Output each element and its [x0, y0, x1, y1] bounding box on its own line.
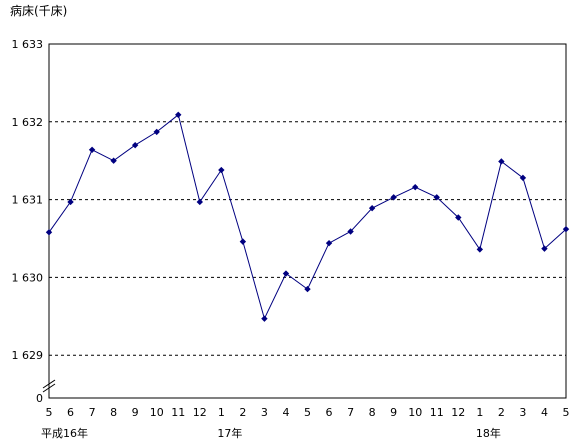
axis-break-mark	[42, 383, 56, 393]
data-point	[541, 245, 548, 252]
data-point	[390, 194, 397, 201]
data-point	[412, 183, 419, 191]
x-tick-label: 9	[390, 406, 397, 419]
x-tick-label: 6	[67, 406, 74, 419]
axis-break-icon	[42, 379, 56, 393]
x-tick-label: 11	[430, 406, 444, 419]
y-tick-labels: 1 633 1 632 1 631 1 630 1 629 0	[12, 38, 44, 405]
data-point	[88, 146, 96, 154]
x-tick-label: 10	[408, 406, 422, 419]
x-tick-label: 9	[132, 406, 139, 419]
x-tick-label: 5	[46, 406, 53, 419]
y-tick-label: 1 632	[12, 116, 44, 129]
data-point	[433, 194, 440, 201]
data-point	[261, 315, 268, 322]
data-point	[153, 128, 160, 136]
data-point	[325, 239, 333, 247]
data-point	[455, 214, 462, 221]
data-points	[45, 111, 570, 322]
x-tick-label: 8	[369, 406, 376, 419]
data-point	[347, 228, 354, 235]
x-tick-label: 7	[347, 406, 354, 419]
x-tick-label: 1	[476, 406, 483, 419]
x-tick-label: 4	[541, 406, 548, 419]
x-tick-label: 12	[193, 406, 207, 419]
y-tick-label: 1 629	[12, 349, 44, 362]
y-tick-label: 1 631	[12, 194, 44, 207]
era-label: 17年	[217, 426, 242, 440]
data-point	[476, 246, 484, 253]
data-point	[498, 158, 505, 165]
axis-break-mark	[42, 379, 56, 389]
x-tick-label: 4	[282, 406, 289, 419]
y-axis-unit-label: 病床(千床)	[10, 4, 68, 18]
data-point	[110, 157, 117, 164]
data-point	[67, 198, 74, 206]
x-tick-label: 10	[150, 406, 164, 419]
y-tick-label: 1 630	[12, 271, 44, 284]
data-point	[368, 204, 376, 212]
x-tick-label: 5	[304, 406, 311, 419]
plot-area	[48, 43, 567, 399]
data-point	[304, 285, 311, 293]
x-tick-label: 12	[451, 406, 465, 419]
x-tick-label: 3	[261, 406, 268, 419]
x-tick-labels: 5 6 7 8 9 10 11 12 1 2 3 4 5 6 7 8 9 10 11 12 1 2 3 4 5	[46, 406, 570, 419]
x-tick-label: 1	[218, 406, 225, 419]
x-tick-label: 11	[171, 406, 185, 419]
era-label: 18年	[476, 426, 501, 440]
x-tick-label: 2	[239, 406, 246, 419]
data-point	[519, 174, 527, 182]
x-tick-label: 3	[519, 406, 526, 419]
x-tick-label: 7	[89, 406, 96, 419]
era-labels: 平成16年 17年 18年	[41, 426, 501, 440]
y-origin-label: 0	[36, 392, 43, 405]
y-tick-label: 1 633	[12, 38, 44, 51]
data-point	[239, 238, 247, 245]
x-tick-label: 8	[110, 406, 117, 419]
data-point	[562, 225, 570, 233]
data-point	[175, 111, 182, 118]
data-point	[45, 229, 53, 236]
gridlines	[49, 121, 566, 356]
x-tick-label: 5	[563, 406, 570, 419]
data-point	[131, 141, 139, 149]
x-tick-label: 6	[326, 406, 333, 419]
era-label: 平成16年	[41, 426, 88, 440]
data-point	[218, 166, 225, 174]
data-point	[282, 270, 290, 277]
data-point	[196, 198, 203, 206]
x-tick-label: 2	[498, 406, 505, 419]
